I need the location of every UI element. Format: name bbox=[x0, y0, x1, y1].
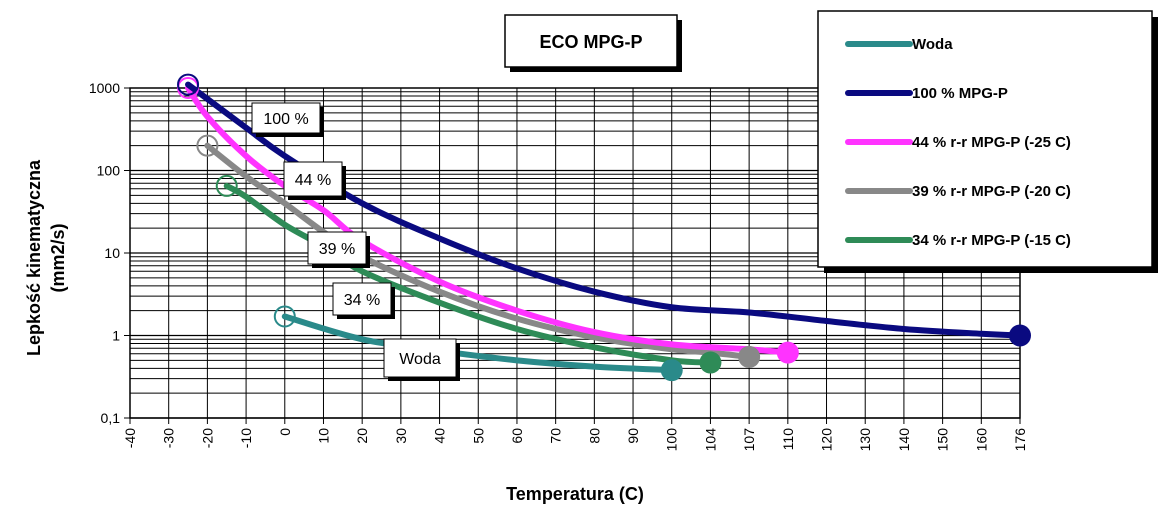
y-axis-title-line2: (mm2/s) bbox=[48, 223, 68, 292]
x-tick-label: 80 bbox=[586, 428, 602, 444]
legend-item: 34 % r-r MPG-P (-15 C) bbox=[845, 232, 1071, 249]
legend-item: 44 % r-r MPG-P (-25 C) bbox=[845, 134, 1071, 151]
x-tick-label: 40 bbox=[432, 428, 448, 444]
legend-label: 100 % MPG-P bbox=[912, 85, 1008, 102]
y-axis-ticks: 0,1 1 10 100 1000 bbox=[89, 80, 130, 426]
x-tick-label: 50 bbox=[470, 428, 486, 444]
x-tick-label: 140 bbox=[896, 428, 912, 452]
series-line bbox=[185, 85, 791, 356]
series-start-marker bbox=[215, 174, 238, 197]
x-tick-label: 107 bbox=[741, 428, 757, 452]
x-tick-label: -30 bbox=[161, 428, 177, 448]
x-tick-label: 10 bbox=[315, 428, 331, 444]
x-tick-label: 130 bbox=[857, 428, 873, 452]
x-tick-label: 176 bbox=[1012, 428, 1028, 452]
legend-item: Woda bbox=[845, 36, 953, 53]
x-tick-label: 30 bbox=[393, 428, 409, 444]
annotation-label: 44 % bbox=[295, 172, 331, 189]
x-tick-label: 60 bbox=[509, 428, 525, 444]
series-line bbox=[223, 182, 714, 366]
legend-label: Woda bbox=[912, 36, 953, 53]
chart-title: ECO MPG-P bbox=[539, 32, 642, 52]
series-line bbox=[281, 313, 675, 374]
annotation-label: 39 % bbox=[319, 241, 355, 258]
series-start-marker bbox=[273, 305, 296, 328]
chart-title-box: ECO MPG-P bbox=[504, 14, 682, 72]
annotation-label: 100 % bbox=[263, 111, 308, 128]
annotation-box: 34 % bbox=[332, 282, 395, 319]
y-tick-label: 1000 bbox=[89, 80, 120, 96]
series-line bbox=[185, 81, 1023, 339]
y-tick-label: 10 bbox=[104, 245, 120, 261]
x-tick-label: 120 bbox=[819, 428, 835, 452]
series-annotations: 100 % 44 % 39 % 34 % Woda bbox=[251, 102, 460, 381]
annotation-box: Woda bbox=[383, 338, 460, 381]
x-tick-label: 20 bbox=[354, 428, 370, 444]
x-tick-label: 150 bbox=[935, 428, 951, 452]
annotation-label: 34 % bbox=[344, 292, 380, 309]
legend-item: 100 % MPG-P bbox=[845, 85, 1008, 102]
y-axis-title-line1: Lepkość kinematyczna bbox=[24, 159, 44, 356]
x-tick-label: -40 bbox=[122, 428, 138, 448]
legend-label: 39 % r-r MPG-P (-20 C) bbox=[912, 183, 1071, 200]
x-tick-label: 100 bbox=[664, 428, 680, 452]
series-markers bbox=[177, 73, 1031, 382]
y-tick-label: 1 bbox=[112, 328, 120, 344]
x-tick-label: -20 bbox=[199, 428, 215, 448]
series-line bbox=[204, 142, 753, 360]
series-end-marker bbox=[660, 359, 683, 382]
x-tick-label: 90 bbox=[625, 428, 641, 444]
x-axis-title: Temperatura (C) bbox=[506, 484, 644, 504]
legend: Woda 100 % MPG-P 44 % r-r MPG-P (-25 C) 39 … bbox=[817, 10, 1158, 273]
x-tick-label: -10 bbox=[238, 428, 254, 448]
annotation-box: 100 % bbox=[251, 102, 324, 137]
series-start-marker bbox=[177, 73, 200, 96]
x-tick-label: 110 bbox=[780, 428, 796, 451]
legend-label: 44 % r-r MPG-P (-25 C) bbox=[912, 134, 1071, 151]
series-end-marker bbox=[1009, 324, 1031, 347]
x-tick-label: 160 bbox=[973, 428, 989, 452]
legend-item: 39 % r-r MPG-P (-20 C) bbox=[845, 183, 1071, 200]
x-tick-label: 70 bbox=[548, 428, 564, 444]
annotation-box: 39 % bbox=[307, 231, 370, 268]
series-lines bbox=[185, 81, 1023, 374]
annotation-label: Woda bbox=[399, 351, 441, 368]
series-start-marker bbox=[196, 134, 219, 157]
x-tick-label: 0 bbox=[277, 428, 293, 436]
x-tick-label: 104 bbox=[702, 428, 718, 452]
annotation-box: 44 % bbox=[283, 161, 346, 200]
series-end-marker bbox=[776, 341, 799, 364]
x-axis-ticks: -40 -30 -20 -10 0 10 20 30 40 50 60 70 80 90 100 104 107… bbox=[122, 418, 1028, 451]
series-end-marker bbox=[738, 345, 761, 368]
legend-label: 34 % r-r MPG-P (-15 C) bbox=[912, 232, 1071, 249]
series-end-marker bbox=[699, 351, 722, 374]
y-tick-label: 100 bbox=[97, 163, 121, 179]
y-tick-label: 0,1 bbox=[101, 410, 121, 426]
